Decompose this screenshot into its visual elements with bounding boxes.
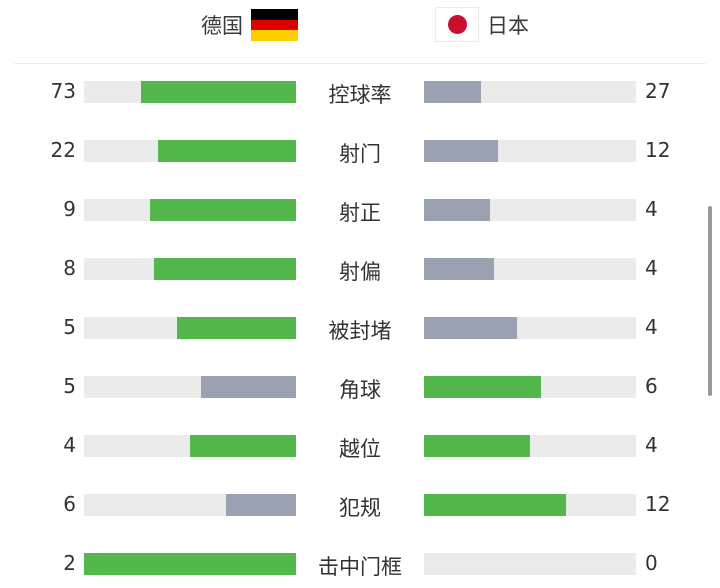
home-stat-value: 2 <box>63 551 76 575</box>
germany-flag-icon <box>251 9 298 42</box>
stat-label: 控球率 <box>328 83 392 107</box>
home-stat-bar <box>84 317 296 339</box>
home-stat-fill <box>84 553 296 575</box>
away-stat-bar <box>424 494 636 516</box>
away-stat-fill <box>424 317 517 339</box>
away-stat-value: 4 <box>645 433 658 457</box>
home-stat-fill <box>226 494 296 516</box>
away-stat-bar <box>424 435 636 457</box>
japan-flag-icon <box>435 7 479 42</box>
stat-row: 2 击中门框 0 <box>0 543 720 583</box>
home-stat-fill <box>201 376 296 398</box>
home-stat-bar <box>84 553 296 575</box>
away-stat-value: 4 <box>645 315 658 339</box>
away-stat-bar <box>424 258 636 280</box>
header-divider <box>14 63 706 64</box>
home-stat-bar <box>84 199 296 221</box>
away-stat-value: 12 <box>645 138 671 162</box>
away-stat-value: 0 <box>645 551 658 575</box>
away-team-name: 日本 <box>487 14 529 38</box>
away-stat-bar <box>424 199 636 221</box>
home-stat-value: 5 <box>63 374 76 398</box>
stat-label: 越位 <box>339 437 381 461</box>
home-stat-fill <box>158 140 296 162</box>
stat-row: 73 控球率 27 <box>0 71 720 111</box>
away-stat-value: 4 <box>645 256 658 280</box>
stat-label: 射正 <box>339 201 381 225</box>
home-stat-bar <box>84 376 296 398</box>
home-stat-bar <box>84 81 296 103</box>
stat-row: 4 越位 4 <box>0 425 720 465</box>
stat-row: 9 射正 4 <box>0 189 720 229</box>
home-stat-value: 4 <box>63 433 76 457</box>
away-stat-fill <box>424 81 481 103</box>
stat-row: 22 射门 12 <box>0 130 720 170</box>
home-stat-value: 5 <box>63 315 76 339</box>
away-stat-bar <box>424 553 636 575</box>
away-stat-fill <box>424 494 566 516</box>
stat-row: 5 角球 6 <box>0 366 720 406</box>
match-header: 德国 日本 <box>0 0 720 52</box>
home-stat-bar <box>84 494 296 516</box>
home-stat-value: 73 <box>50 79 76 103</box>
home-stat-bar <box>84 435 296 457</box>
home-team-name: 德国 <box>201 14 243 38</box>
away-stat-bar <box>424 81 636 103</box>
home-stat-value: 6 <box>63 492 76 516</box>
home-stat-fill <box>154 258 296 280</box>
home-stat-bar <box>84 140 296 162</box>
flag-stripe-red <box>251 19 298 31</box>
stat-label: 被封堵 <box>328 319 392 343</box>
stat-label: 犯规 <box>339 496 381 520</box>
home-stat-value: 8 <box>63 256 76 280</box>
stat-row: 5 被封堵 4 <box>0 307 720 347</box>
away-stat-fill <box>424 258 494 280</box>
flag-red-disc <box>448 15 467 34</box>
away-stat-bar <box>424 376 636 398</box>
away-stat-bar <box>424 317 636 339</box>
stat-row: 8 射偏 4 <box>0 248 720 288</box>
home-stat-value: 9 <box>63 197 76 221</box>
flag-stripe-black <box>251 9 298 20</box>
stat-label: 击中门框 <box>318 555 402 579</box>
away-stat-value: 6 <box>645 374 658 398</box>
home-stat-fill <box>150 199 296 221</box>
stat-row: 6 犯规 12 <box>0 484 720 524</box>
away-stat-value: 4 <box>645 197 658 221</box>
home-stat-fill <box>190 435 296 457</box>
vertical-scrollbar[interactable] <box>708 206 712 396</box>
away-stat-fill <box>424 435 530 457</box>
stat-label: 射门 <box>339 142 381 166</box>
home-stat-bar <box>84 258 296 280</box>
away-stat-value: 12 <box>645 492 671 516</box>
away-stat-fill <box>424 376 541 398</box>
flag-stripe-gold <box>251 30 298 42</box>
away-stat-fill <box>424 140 498 162</box>
away-stat-bar <box>424 140 636 162</box>
stat-label: 角球 <box>339 378 381 402</box>
away-stat-fill <box>424 199 490 221</box>
away-stat-value: 27 <box>645 79 671 103</box>
stat-label: 射偏 <box>339 260 381 284</box>
home-stat-fill <box>177 317 296 339</box>
home-stat-fill <box>141 81 296 103</box>
home-stat-value: 22 <box>50 138 76 162</box>
